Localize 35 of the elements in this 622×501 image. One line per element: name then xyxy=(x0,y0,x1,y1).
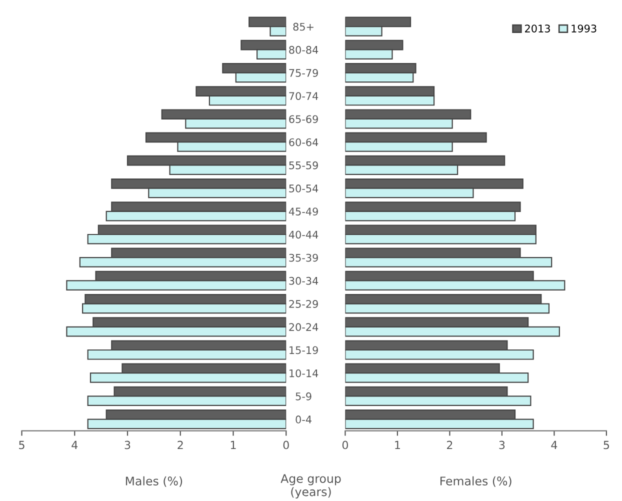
y-tick-label: 20-24 xyxy=(289,323,318,332)
y-tick-label: 65-69 xyxy=(289,115,318,124)
x-axis-title: Females (%) xyxy=(440,476,512,487)
y-tick-label: 50-54 xyxy=(289,184,318,192)
y-tick-label: 10-14 xyxy=(290,369,318,378)
y-tick-label: 55-59 xyxy=(289,161,318,170)
y-tick-label: 45-49 xyxy=(288,208,318,216)
y-tick-label: 5-9 xyxy=(296,392,312,400)
x-tick-label: 4 xyxy=(551,440,558,450)
x-tick-label: 0 xyxy=(342,440,348,450)
y-tick-label: 75-79 xyxy=(289,69,318,77)
x-tick-label: 1 xyxy=(395,440,400,450)
y-tick-label: 15-19 xyxy=(290,346,318,354)
x-tick-label: 5 xyxy=(604,440,610,450)
x-tick-label: 0 xyxy=(283,440,289,450)
y-tick-label: 70-74 xyxy=(289,92,318,100)
x-tick-label: 4 xyxy=(72,440,78,450)
x-tick-label: 3 xyxy=(124,440,130,450)
x-tick-label: 1 xyxy=(230,440,236,450)
text: Age group (years) xyxy=(280,474,341,498)
y-tick-label: 35-39 xyxy=(289,254,318,262)
y-tick-label: 30-34 xyxy=(289,276,318,285)
legend-label: 2013 xyxy=(525,24,550,32)
y-tick-label: 25-29 xyxy=(289,300,318,308)
y-tick-label: 0-4 xyxy=(296,416,312,424)
legend-label: 1993 xyxy=(572,24,596,32)
x-tick-label: 5 xyxy=(19,440,24,450)
x-axis-title: Males (%) xyxy=(126,476,182,487)
x-tick-label: 2 xyxy=(178,440,183,450)
x-tick-label: 2 xyxy=(446,440,452,450)
y-tick-label: 60-64 xyxy=(289,138,318,146)
y-tick-label: 85+ xyxy=(293,22,314,31)
y-tick-label: 80-84 xyxy=(289,46,318,54)
y-tick-label: 40-44 xyxy=(288,230,318,239)
x-tick-label: 3 xyxy=(499,440,505,450)
